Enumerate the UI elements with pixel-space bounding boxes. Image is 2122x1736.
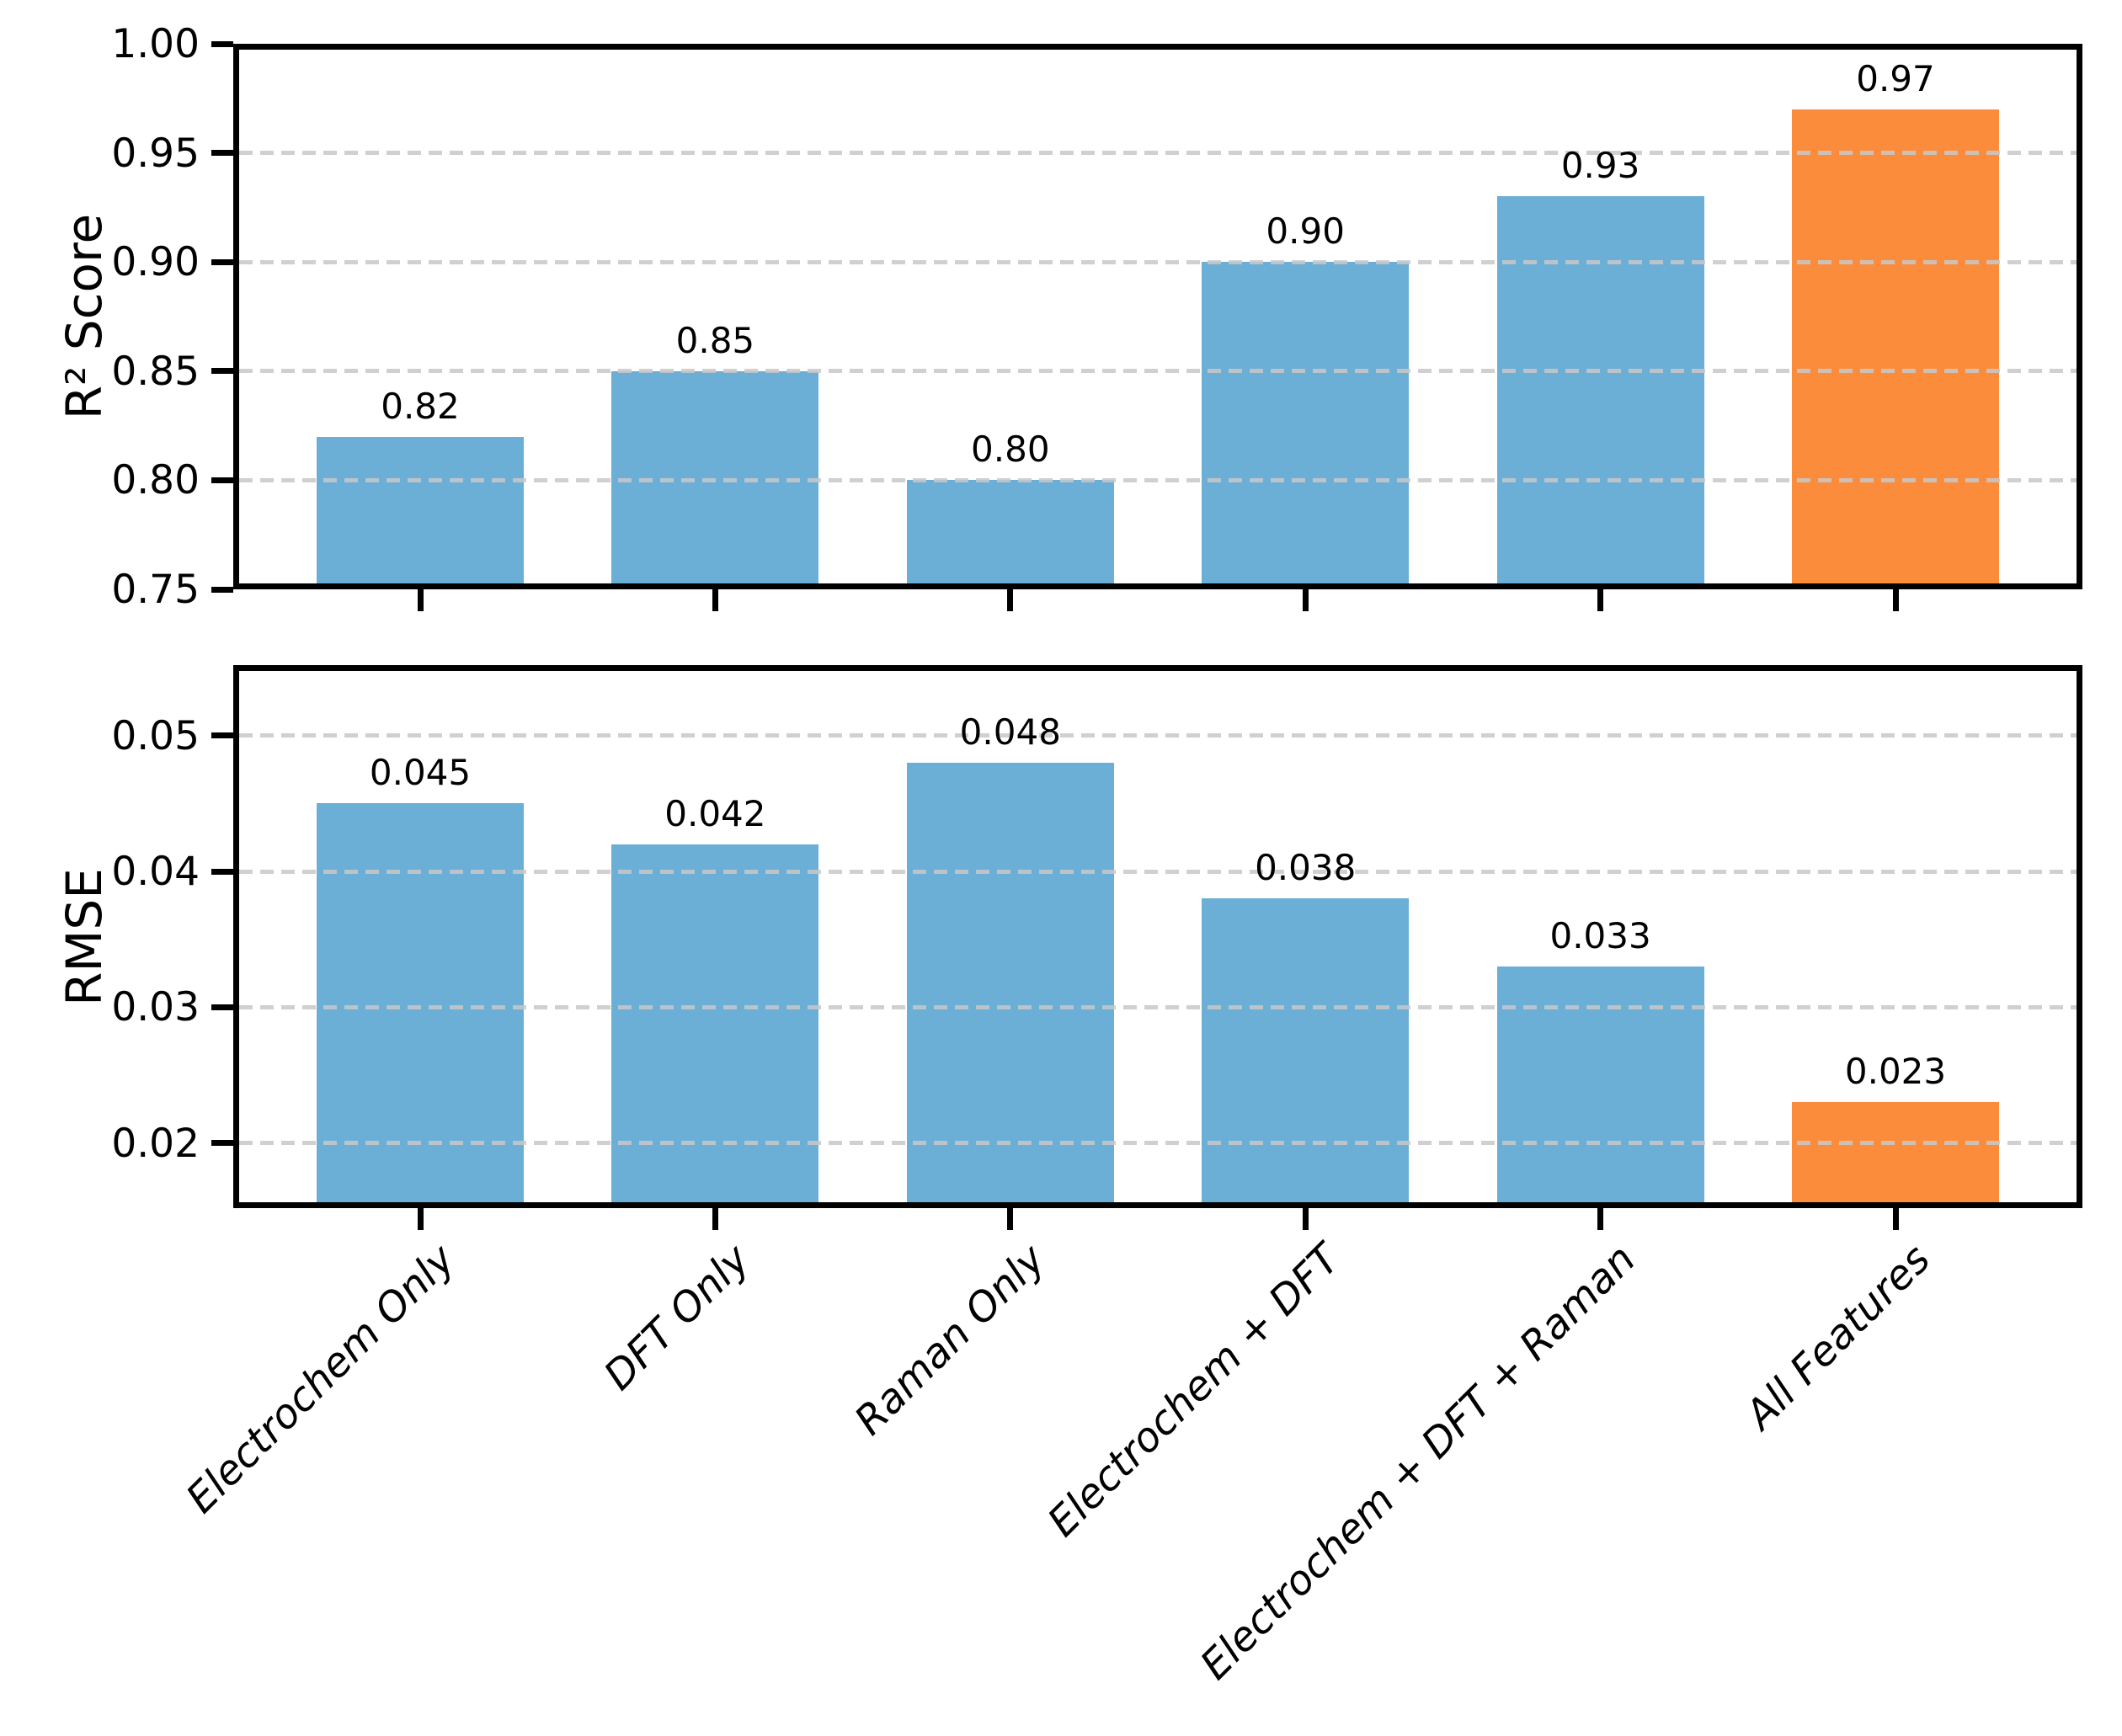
r2-gridline-0.90 <box>239 259 2077 264</box>
rmse-bar-electrochem-dft <box>1202 898 1410 1208</box>
r2-x-tick-electrochem-only <box>417 589 424 611</box>
rmse-value-label-dft-only: 0.042 <box>664 792 766 834</box>
r2-y-tick-label-0.85: 0.85 <box>111 348 200 395</box>
rmse-y-tick-label-0.05: 0.05 <box>111 712 200 759</box>
rmse-y-tick-0.05 <box>211 732 233 739</box>
r2-value-label-raman-only: 0.80 <box>971 429 1050 471</box>
r2-bar-all-features <box>1792 109 1999 589</box>
x-category-label-raman-only: Raman Only <box>845 1235 1054 1445</box>
r2-gridline-0.80 <box>239 477 2077 482</box>
r2-y-tick-0.75 <box>211 586 233 593</box>
r2-value-label-dft-only: 0.85 <box>675 319 755 361</box>
rmse-value-label-electrochem-dft: 0.038 <box>1255 847 1357 889</box>
r2-y-tick-1.00 <box>211 40 233 47</box>
rmse-bar-dft-only <box>611 844 819 1208</box>
r2-value-label-electrochem-dft: 0.90 <box>1266 210 1345 253</box>
rmse-bar-all-features <box>1792 1102 1999 1208</box>
x-category-label-dft-only: DFT Only <box>595 1235 760 1400</box>
rmse-x-tick-dft-only <box>712 1208 718 1230</box>
r2-y-tick-0.90 <box>211 258 233 265</box>
r2-score-axes <box>233 44 2082 589</box>
r2-y-tick-label-0.75: 0.75 <box>111 567 200 613</box>
rmse-y-tick-label-0.03: 0.03 <box>111 984 200 1031</box>
rmse-y-tick-0.02 <box>211 1140 233 1147</box>
rmse-value-label-electrochem-only: 0.045 <box>369 752 472 794</box>
rmse-gridline-0.03 <box>239 1004 2077 1009</box>
rmse-value-label-all-features: 0.023 <box>1844 1051 1947 1093</box>
r2-value-label-all-features: 0.97 <box>1856 57 1935 99</box>
r2-bar-raman-only <box>906 480 1114 589</box>
r2-y-tick-label-0.80: 0.80 <box>111 457 200 504</box>
rmse-y-tick-label-0.04: 0.04 <box>111 849 200 896</box>
r2-bar-electrochem-dft <box>1202 262 1410 589</box>
r2-x-tick-electrochem-dft <box>1302 589 1309 611</box>
rmse-x-tick-electrochem-dft <box>1302 1208 1309 1230</box>
r2-x-tick-electrochem-dft-raman <box>1597 589 1604 611</box>
rmse-x-tick-raman-only <box>1007 1208 1014 1230</box>
r2-bar-electrochem-only <box>317 436 524 589</box>
r2-x-tick-dft-only <box>712 589 718 611</box>
rmse-y-tick-label-0.02: 0.02 <box>111 1120 200 1167</box>
rmse-gridline-0.04 <box>239 869 2077 874</box>
rmse-value-label-electrochem-dft-raman: 0.033 <box>1549 914 1651 956</box>
r2-y-tick-label-0.95: 0.95 <box>111 130 200 177</box>
rmse-gridline-0.05 <box>239 733 2077 738</box>
r2-value-label-electrochem-only: 0.82 <box>381 385 460 427</box>
r2-x-tick-all-features <box>1892 589 1899 611</box>
rmse-bar-raman-only <box>906 763 1114 1208</box>
r2-value-label-electrochem-dft-raman: 0.93 <box>1560 145 1640 187</box>
rmse-x-tick-all-features <box>1892 1208 1899 1230</box>
r2-x-tick-raman-only <box>1007 589 1014 611</box>
rmse-x-tick-electrochem-only <box>417 1208 424 1230</box>
r2-gridline-0.95 <box>239 151 2077 156</box>
r2-y-tick-label-1.00: 1.00 <box>111 21 200 67</box>
r2-y-tick-0.95 <box>211 150 233 157</box>
x-category-label-all-features: All Features <box>1736 1235 1940 1439</box>
r2-gridline-0.85 <box>239 369 2077 374</box>
rmse-y-tick-0.04 <box>211 868 233 875</box>
r2-y-tick-0.85 <box>211 368 233 375</box>
x-category-label-electrochem-dft: Electrochem + DFT <box>1038 1235 1350 1547</box>
rmse-gridline-0.02 <box>239 1141 2077 1146</box>
rmse-y-tick-0.03 <box>211 1004 233 1010</box>
rmse-value-label-raman-only: 0.048 <box>959 711 1061 754</box>
r2-y-tick-label-0.90: 0.90 <box>111 239 200 286</box>
r2-y-tick-0.80 <box>211 477 233 483</box>
rmse-axes <box>233 665 2082 1208</box>
x-category-label-electrochem-only: Electrochem Only <box>177 1235 465 1523</box>
rmse-x-tick-electrochem-dft-raman <box>1597 1208 1604 1230</box>
